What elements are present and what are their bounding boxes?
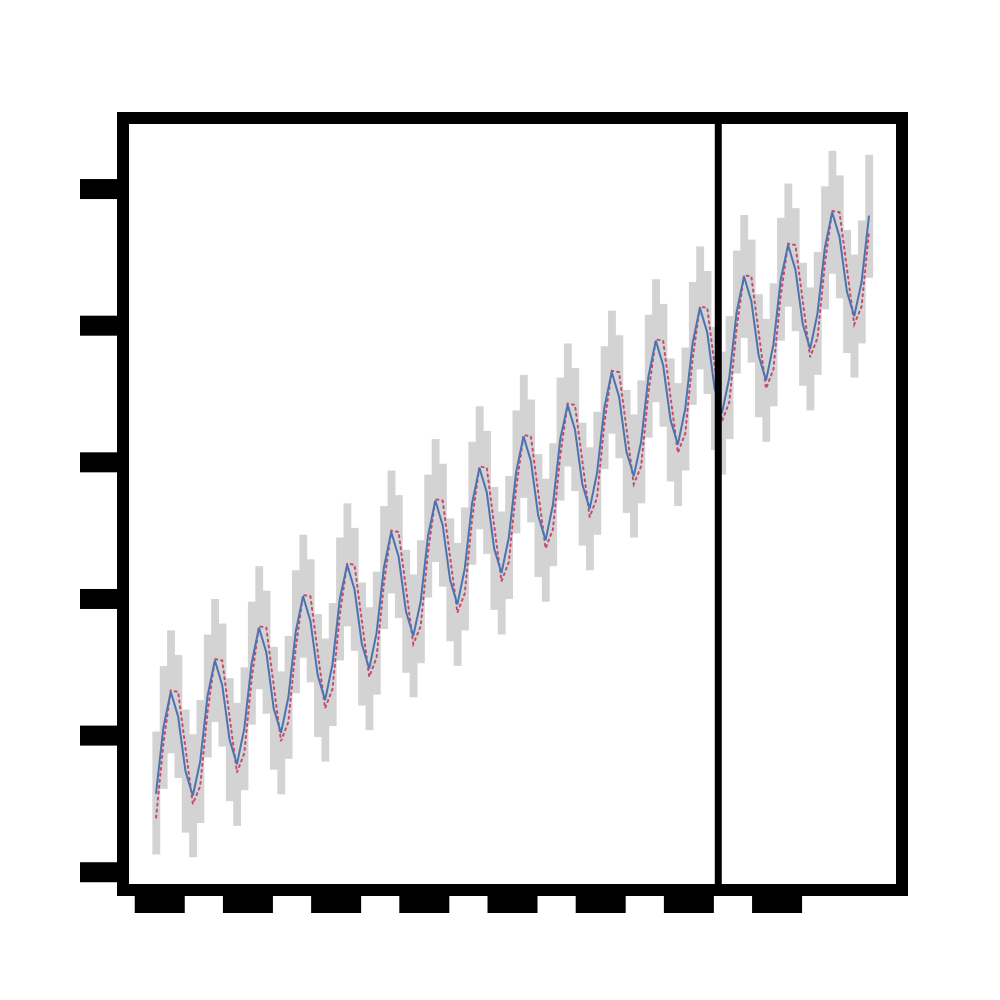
- redacted-tick-label: [222, 895, 273, 913]
- redacted-tick-label: [399, 895, 450, 913]
- series-line: [155, 209, 870, 819]
- plot-frame: [117, 112, 908, 896]
- redacted-tick-label: [311, 895, 362, 913]
- redacted-tick-label: [80, 315, 120, 336]
- redacted-tick-label: [752, 895, 803, 913]
- redacted-tick-label: [575, 895, 626, 913]
- redacted-tick-label: [134, 895, 185, 913]
- redacted-tick-label: [80, 588, 120, 609]
- redacted-tick-label: [80, 452, 120, 473]
- series-line: [155, 211, 870, 797]
- redacted-tick-label: [80, 725, 120, 746]
- redacted-tick-label: [80, 179, 120, 200]
- redacted-tick-label: [80, 862, 120, 883]
- redacted-tick-label: [663, 895, 714, 913]
- redacted-tick-label: [487, 895, 538, 913]
